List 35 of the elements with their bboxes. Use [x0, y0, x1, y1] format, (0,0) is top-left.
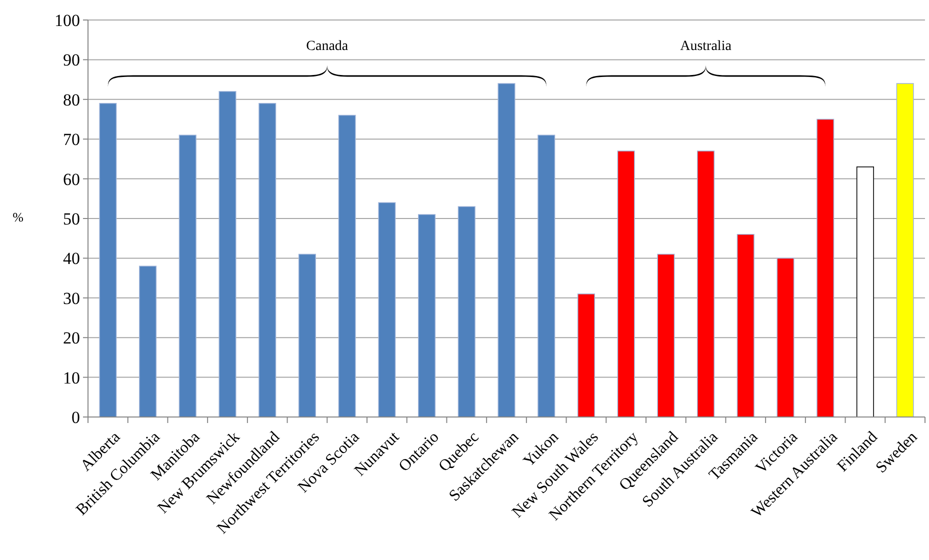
bar — [856, 166, 874, 418]
bar — [338, 114, 356, 418]
bar — [697, 150, 715, 418]
bar — [99, 102, 117, 418]
y-tick-label: 20 — [63, 328, 80, 348]
bar — [139, 266, 157, 418]
y-tick-label: 60 — [63, 170, 80, 189]
bar — [657, 254, 675, 418]
bar — [218, 91, 236, 418]
bar — [378, 202, 396, 418]
bar — [776, 258, 794, 418]
y-tick-label: 100 — [54, 10, 80, 30]
annotation: Canada — [306, 39, 349, 54]
bar — [816, 118, 834, 418]
y-tick-label: 50 — [63, 209, 80, 228]
y-tick-label: 70 — [63, 130, 80, 150]
bar — [577, 294, 595, 418]
y-axis-title: % — [12, 210, 24, 224]
bar — [298, 254, 316, 418]
bar — [498, 83, 516, 418]
bar — [458, 206, 476, 418]
bar — [258, 102, 276, 418]
y-tick-label: 30 — [63, 288, 80, 308]
bar — [617, 150, 635, 418]
y-tick-label: 10 — [63, 368, 80, 388]
y-tick-label: 0 — [72, 408, 80, 427]
bar — [178, 134, 196, 418]
bar — [538, 134, 556, 418]
y-tick-label: 90 — [63, 50, 80, 70]
bar — [896, 83, 914, 418]
bar — [736, 234, 754, 418]
bar — [418, 214, 436, 418]
y-tick-label: 80 — [63, 90, 80, 110]
annotation: Australia — [680, 39, 732, 54]
y-tick-label: 40 — [63, 249, 80, 268]
